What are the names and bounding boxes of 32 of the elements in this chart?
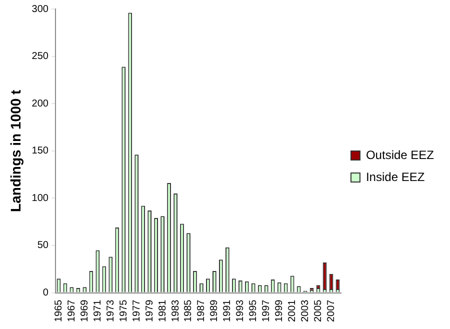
y-tick-label: 150 (32, 146, 49, 157)
x-tick-label: 2001 (287, 299, 298, 322)
x-tick-label: 1993 (235, 299, 246, 322)
x-tick-label: 1979 (144, 299, 156, 322)
legend-label: Inside EEZ (366, 170, 425, 184)
x-tick-label: 1989 (209, 299, 220, 322)
x-tick-label: 1981 (157, 299, 168, 322)
x-tick-label: 1971 (92, 299, 104, 322)
x-tick-label: 1965 (53, 299, 64, 322)
x-tick-label: 2007 (326, 299, 337, 322)
y-tick-label: 200 (32, 98, 49, 110)
x-tick-label: 1967 (66, 299, 78, 322)
x-tick-label: 1987 (196, 299, 208, 322)
y-tick-label: 300 (32, 4, 49, 15)
x-tick-label: 1973 (105, 299, 116, 322)
x-tick-label: 1985 (183, 299, 194, 322)
x-tick-label: 1991 (222, 299, 234, 322)
x-tick-label: 1975 (118, 299, 130, 322)
legend-label: Outside EEZ (366, 148, 434, 162)
y-tick-label: 100 (32, 192, 49, 204)
x-tick-label: 1977 (131, 299, 142, 322)
x-tick-label: 1983 (170, 299, 182, 322)
x-tick-label: 2005 (313, 299, 324, 322)
x-tick-label: 1999 (274, 299, 286, 322)
x-tick-label: 2003 (300, 299, 312, 322)
x-tick-label: 1995 (248, 299, 260, 322)
x-tick-label: 1969 (79, 299, 90, 322)
y-axis-title: Landings in 1000 t (7, 89, 24, 212)
y-tick-label: 250 (32, 51, 49, 62)
y-tick-label: 0 (42, 288, 49, 299)
y-tick-label: 50 (37, 240, 49, 252)
x-tick-label: 1997 (261, 299, 272, 322)
